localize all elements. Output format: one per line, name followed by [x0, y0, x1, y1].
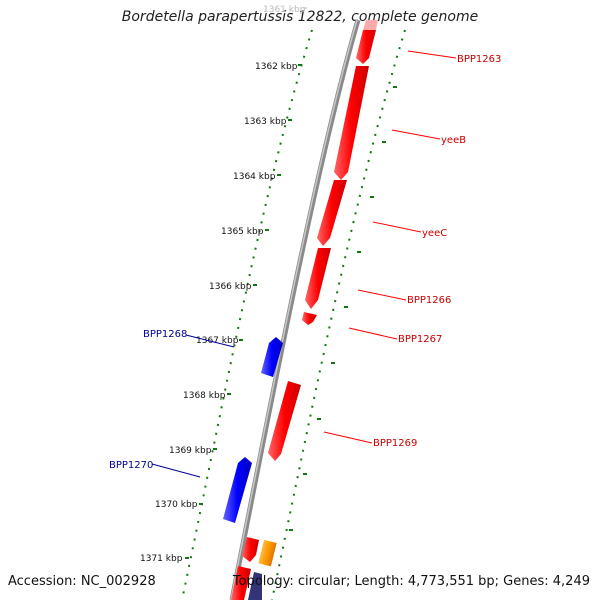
tick-label: 1370 kbp	[155, 500, 198, 510]
gene-label-bpp1266[interactable]: BPP1266	[407, 295, 451, 306]
gene-arrow-yeec[interactable]	[317, 180, 347, 246]
leader-bpp1268	[185, 334, 235, 348]
gene-arrow-bpp1270[interactable]	[223, 457, 252, 523]
gene-label-bpp1270[interactable]: BPP1270	[109, 460, 153, 471]
gene-arrow-blue-bottom[interactable]	[248, 572, 262, 600]
accession-text: Accession: NC_002928	[8, 574, 156, 589]
tick-group: 1361 kbp 1362 kbp 1363 kbp 1364 kbp 1365…	[140, 5, 307, 564]
gene-arrow-bpp1263-faded[interactable]	[363, 20, 378, 30]
topology-text: Topology: circular; Length: 4,773,551 bp…	[232, 574, 590, 589]
gene-arrow-yeeb[interactable]	[334, 66, 369, 180]
tick-label: 1364 kbp	[233, 172, 276, 182]
tick-label: 1368 kbp	[183, 391, 226, 401]
leader-bpp1266	[357, 289, 407, 301]
tick-label: 1366 kbp	[209, 282, 252, 292]
leader-yeec	[372, 221, 422, 233]
leader-bpp1263	[407, 50, 457, 59]
gene-label-bpp1268[interactable]: BPP1268	[143, 329, 187, 340]
leader-bpp1270	[151, 463, 201, 478]
genome-backbone-highlight	[230, 19, 358, 600]
outer-tick-track	[181, 29, 313, 600]
label-leader-lines	[151, 50, 457, 478]
tick-label: 1369 kbp	[169, 446, 212, 456]
tick-label: 1361 kbp	[263, 5, 306, 15]
map-title: Bordetella parapertussis 12822, complete…	[121, 9, 479, 25]
gene-arrow-bpp1266[interactable]	[305, 248, 331, 309]
gene-label-bpp1267[interactable]: BPP1267	[398, 334, 442, 345]
gene-arrow-bpp1267[interactable]	[302, 312, 317, 325]
tick-label: 1371 kbp	[140, 554, 183, 564]
tick-label: 1367 kbp	[196, 336, 239, 346]
leader-yeeb	[391, 129, 441, 140]
tick-label: 1363 kbp	[244, 117, 287, 127]
gene-label-bpp1269[interactable]: BPP1269	[373, 438, 417, 449]
gene-orange[interactable]	[258, 539, 277, 567]
leader-bpp1269	[323, 431, 373, 444]
gene-arrow-bpp1263[interactable]	[356, 30, 376, 64]
gene-label-yeeb[interactable]: yeeB	[441, 135, 466, 146]
gene-label-yeec[interactable]: yeeC	[422, 228, 447, 239]
tick-label: 1365 kbp	[221, 227, 264, 237]
gene-arrow-red-bottom[interactable]	[231, 566, 251, 600]
leader-bpp1267	[348, 327, 398, 340]
tick-label: 1362 kbp	[255, 62, 298, 72]
gene-arrow-red-lower[interactable]	[242, 537, 259, 562]
gene-label-bpp1263[interactable]: BPP1263	[457, 54, 501, 65]
inner-tick-group	[289, 86, 397, 531]
genome-backbone	[229, 19, 361, 600]
gene-arrow-bpp1269[interactable]	[268, 381, 301, 461]
gene-arrow-bpp1268[interactable]	[261, 337, 283, 377]
inner-tick-track	[271, 29, 406, 600]
